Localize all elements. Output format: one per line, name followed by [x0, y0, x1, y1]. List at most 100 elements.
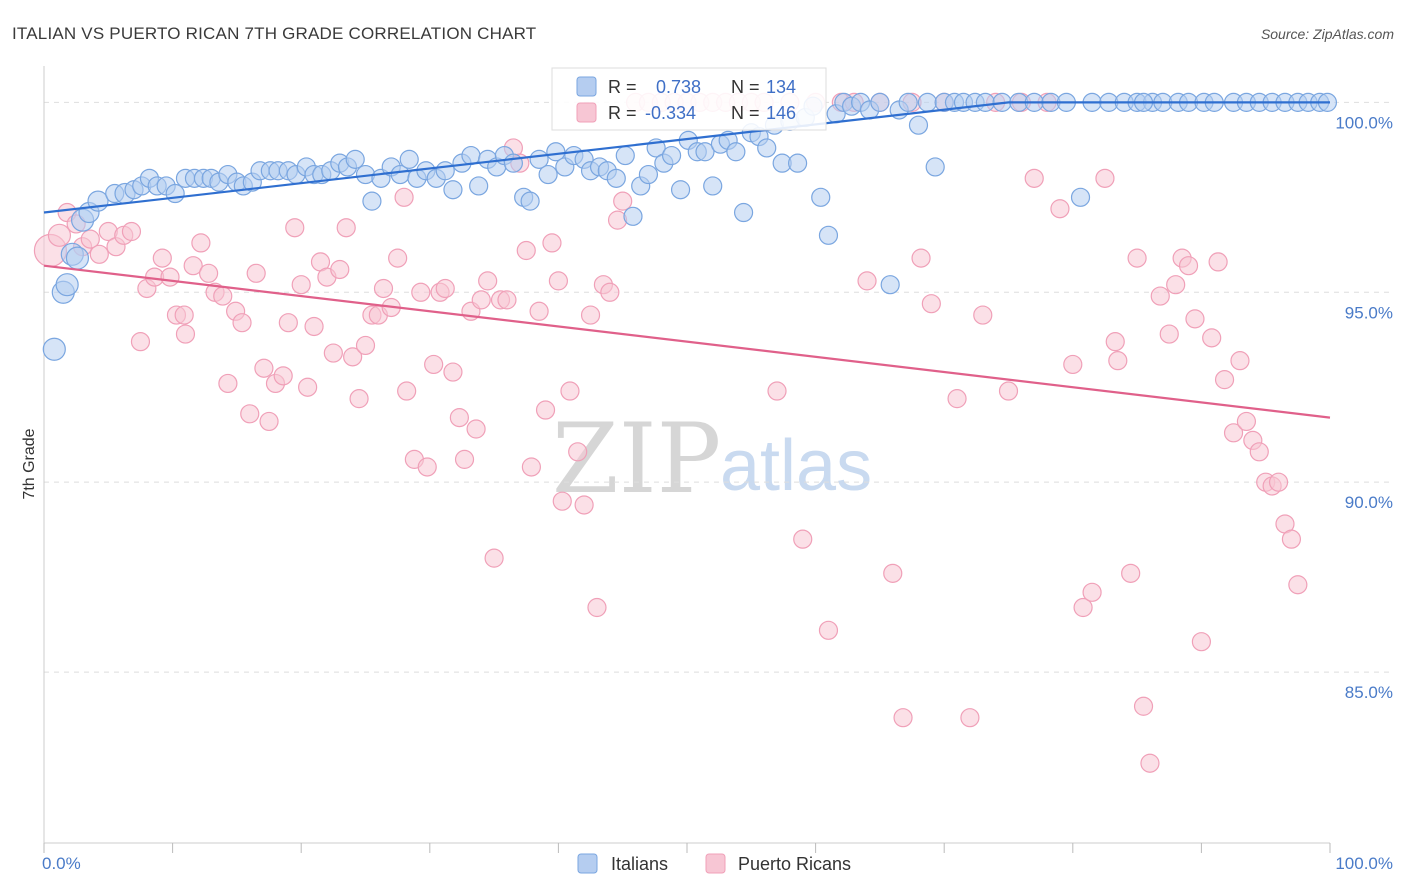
point-italians-50 — [469, 176, 489, 196]
point-puerto-ricans-128 — [1121, 563, 1141, 583]
point-italians-54 — [503, 153, 523, 173]
chart-title: ITALIAN VS PUERTO RICAN 7TH GRADE CORREL… — [12, 24, 536, 43]
y-tick-label-0: 100.0% — [1335, 113, 1393, 132]
point-puerto-ricans-61 — [454, 449, 475, 469]
point-puerto-ricans-27 — [240, 404, 260, 424]
point-italians-36 — [345, 149, 365, 169]
point-puerto-ricans-122 — [1063, 354, 1083, 375]
point-puerto-ricans-45 — [355, 335, 376, 356]
point-puerto-ricans-52 — [397, 381, 417, 401]
point-italians-56 — [520, 191, 540, 211]
point-puerto-ricans-133 — [1159, 324, 1179, 344]
point-puerto-ricans-68 — [497, 290, 517, 310]
bottom-legend-label-puerto-ricans: Puerto Ricans — [738, 854, 851, 874]
point-italians-78 — [703, 176, 723, 196]
point-italians-103 — [908, 115, 929, 135]
point-puerto-ricans-119 — [1024, 168, 1044, 188]
point-puerto-ricans-100 — [793, 529, 813, 549]
point-italians-67 — [615, 145, 635, 166]
point-puerto-ricans-151 — [1281, 529, 1302, 549]
point-puerto-ricans-123 — [1073, 597, 1093, 618]
legend-r-value-italians: 0.738 — [656, 77, 701, 97]
point-puerto-ricans-107 — [883, 563, 903, 583]
stats-legend-box — [551, 67, 827, 131]
point-puerto-ricans-105 — [857, 271, 877, 291]
chart-source: Source: ZipAtlas.com — [1261, 26, 1394, 42]
point-puerto-ricans-14 — [152, 248, 172, 268]
point-italians-82 — [733, 202, 754, 223]
bottom-legend-swatch-puerto-ricans — [705, 853, 726, 874]
point-puerto-ricans-134 — [1166, 275, 1186, 295]
point-puerto-ricans-132 — [1150, 286, 1170, 306]
stats-legend: R = 0.738 N = 134 R = -0.334 N = 146 — [551, 67, 827, 131]
point-puerto-ricans-121 — [1050, 199, 1070, 219]
watermark: ZIP atlas — [552, 403, 872, 515]
legend-swatch-italians — [576, 76, 597, 97]
y-tick-label-3: 85.0% — [1345, 683, 1393, 702]
point-puerto-ricans-84 — [600, 282, 620, 302]
point-italians-66 — [606, 168, 626, 188]
point-puerto-ricans-110 — [911, 248, 931, 268]
x-tick-label-min: 0.0% — [42, 854, 81, 873]
point-puerto-ricans-81 — [580, 305, 601, 325]
watermark-atlas: atlas — [720, 426, 872, 506]
point-puerto-ricans-144 — [1236, 411, 1257, 432]
point-italians-2 — [55, 273, 79, 297]
point-puerto-ricans-64 — [471, 290, 491, 310]
point-puerto-ricans-59 — [443, 362, 463, 382]
point-puerto-ricans-23 — [213, 286, 233, 306]
point-italians-46 — [435, 161, 455, 181]
point-puerto-ricans-152 — [1288, 575, 1308, 595]
point-puerto-ricans-66 — [484, 548, 504, 568]
point-puerto-ricans-44 — [349, 389, 369, 409]
point-puerto-ricans-33 — [278, 313, 298, 333]
point-puerto-ricans-15 — [160, 267, 180, 287]
point-puerto-ricans-102 — [818, 620, 839, 640]
point-italians-49 — [461, 145, 481, 166]
point-italians-105 — [925, 157, 945, 177]
y-tick-label-1: 95.0% — [1345, 303, 1393, 322]
point-puerto-ricans-117 — [998, 381, 1019, 401]
point-puerto-ricans-1 — [47, 223, 72, 247]
point-puerto-ricans-29 — [254, 358, 274, 378]
point-puerto-ricans-113 — [947, 389, 967, 409]
legend-r-label-italians: R = — [608, 77, 637, 97]
point-puerto-ricans-79 — [568, 442, 588, 462]
legend-n-value-italians: 134 — [766, 77, 796, 97]
point-italians-110 — [975, 92, 995, 112]
point-puerto-ricans-138 — [1191, 632, 1212, 652]
point-italians-38 — [362, 191, 382, 211]
legend-n-label-italians: N = — [731, 77, 760, 97]
point-italians-102 — [898, 92, 918, 112]
point-italians-77 — [695, 142, 715, 162]
point-italians-70 — [638, 164, 659, 185]
legend-n-label-puerto-ricans: N = — [731, 103, 760, 123]
point-puerto-ricans-51 — [394, 187, 414, 207]
point-italians-68 — [623, 206, 643, 226]
point-italians-116 — [1070, 187, 1091, 207]
point-puerto-ricans-60 — [449, 408, 469, 428]
point-puerto-ricans-125 — [1095, 168, 1115, 188]
point-puerto-ricans-140 — [1208, 252, 1228, 272]
point-puerto-ricans-41 — [330, 259, 350, 280]
point-italians-4 — [65, 246, 90, 270]
point-puerto-ricans-80 — [574, 495, 594, 515]
point-puerto-ricans-65 — [478, 271, 498, 291]
point-puerto-ricans-43 — [343, 347, 363, 367]
point-puerto-ricans-5 — [80, 229, 100, 249]
point-italians-59 — [546, 142, 566, 162]
point-italians-85 — [757, 138, 777, 158]
point-puerto-ricans-124 — [1082, 582, 1102, 602]
point-puerto-ricans-86 — [613, 191, 633, 211]
point-italians-42 — [399, 149, 419, 169]
x-tick-label-max: 100.0% — [1335, 854, 1393, 873]
point-puerto-ricans-58 — [435, 278, 455, 299]
point-puerto-ricans-126 — [1105, 332, 1125, 352]
point-italians-81 — [726, 142, 746, 162]
point-puerto-ricans-108 — [893, 708, 913, 728]
point-puerto-ricans-10 — [121, 221, 142, 242]
point-puerto-ricans-48 — [373, 278, 394, 299]
point-puerto-ricans-20 — [191, 233, 211, 253]
point-puerto-ricans-37 — [304, 316, 324, 337]
